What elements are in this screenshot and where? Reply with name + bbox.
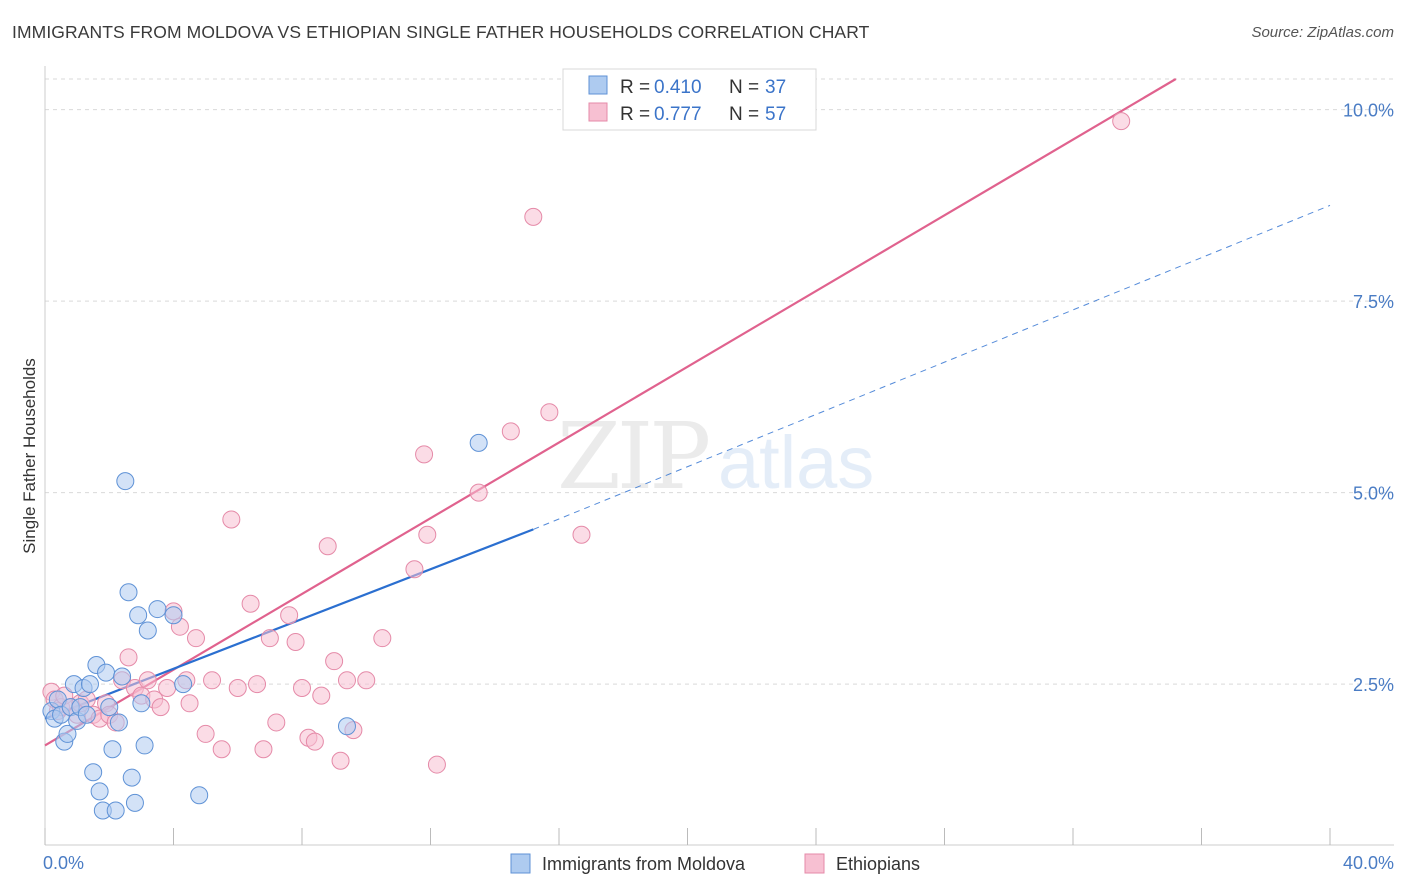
- point-ethiopians: [312, 686, 331, 705]
- point-ethiopians: [325, 652, 344, 671]
- point-moldova: [164, 606, 183, 625]
- point-ethiopians: [572, 525, 591, 544]
- point-ethiopians: [418, 525, 437, 544]
- watermark: ZIP atlas: [557, 403, 874, 510]
- legend-r-value-ethiopians: 0.777: [654, 104, 702, 125]
- point-moldova: [129, 606, 148, 625]
- y-axis-label: Single Father Households: [20, 358, 39, 554]
- bottom-legend-swatch-moldova: [510, 853, 531, 874]
- point-moldova: [174, 675, 193, 694]
- point-moldova: [116, 472, 135, 491]
- point-ethiopians: [373, 629, 392, 648]
- point-ethiopians: [318, 537, 337, 556]
- point-moldova: [190, 786, 209, 805]
- point-moldova: [58, 724, 77, 743]
- point-moldova: [77, 705, 96, 724]
- bottom-legend-swatch-ethiopians: [804, 853, 825, 874]
- point-moldova: [469, 433, 488, 452]
- point-ethiopians: [280, 606, 299, 625]
- point-moldova: [122, 768, 141, 787]
- point-ethiopians: [1112, 112, 1131, 131]
- point-ethiopians: [337, 671, 356, 690]
- axes: [44, 66, 1394, 846]
- bottom-legend-label-ethiopians: Ethiopians: [836, 854, 920, 874]
- point-moldova: [109, 713, 128, 732]
- y-tick-label: 7.5%: [1353, 292, 1394, 312]
- point-ethiopians: [469, 483, 488, 502]
- y-tick-label: 2.5%: [1353, 675, 1394, 695]
- point-moldova: [138, 621, 157, 640]
- point-ethiopians: [427, 755, 446, 774]
- series-legend: Immigrants from Moldova Ethiopians: [510, 853, 920, 874]
- legend-r-label-moldova: R =: [620, 77, 650, 98]
- point-ethiopians: [405, 560, 424, 579]
- x-tick-min: 0.0%: [43, 853, 84, 873]
- point-ethiopians: [158, 678, 177, 697]
- stats-legend: R = 0.410 N = 37 R = 0.777 N = 57: [562, 68, 817, 131]
- point-ethiopians: [203, 671, 222, 690]
- point-ethiopians: [540, 403, 559, 422]
- point-ethiopians: [138, 671, 157, 690]
- point-moldova: [100, 698, 119, 717]
- legend-swatch-ethiopians: [588, 102, 608, 122]
- point-ethiopians: [119, 648, 138, 667]
- point-ethiopians: [293, 678, 311, 697]
- legend-r-label-ethiopians: R =: [620, 104, 650, 125]
- point-ethiopians: [524, 207, 543, 226]
- legend-swatch-moldova: [588, 75, 608, 95]
- point-moldova: [135, 736, 154, 755]
- point-moldova: [148, 600, 167, 619]
- chart-title: IMMIGRANTS FROM MOLDOVA VS ETHIOPIAN SIN…: [12, 22, 870, 42]
- point-moldova: [103, 740, 122, 759]
- legend-n-label-ethiopians: N =: [729, 104, 759, 125]
- bottom-legend-label-moldova: Immigrants from Moldova: [542, 854, 746, 874]
- point-moldova: [84, 763, 103, 782]
- point-ethiopians: [331, 751, 350, 770]
- y-tick-label: 10.0%: [1343, 101, 1394, 121]
- point-moldova: [90, 782, 109, 801]
- point-ethiopians: [254, 740, 273, 759]
- point-ethiopians: [212, 740, 231, 759]
- x-tick-max: 40.0%: [1343, 853, 1394, 873]
- point-moldova: [80, 675, 99, 694]
- legend-n-value-moldova: 37: [765, 77, 786, 98]
- grid-lines: [45, 78, 1394, 685]
- point-ethiopians: [248, 675, 267, 694]
- point-ethiopians: [186, 629, 205, 648]
- point-ethiopians: [357, 671, 376, 690]
- point-moldova: [125, 793, 144, 812]
- point-ethiopians: [241, 594, 260, 613]
- point-ethiopians: [267, 713, 286, 732]
- y-tick-label: 5.0%: [1353, 484, 1394, 504]
- point-moldova: [119, 583, 138, 602]
- point-ethiopians: [222, 510, 241, 529]
- point-ethiopians: [260, 629, 279, 648]
- point-ethiopians: [501, 422, 520, 441]
- point-moldova: [113, 667, 132, 686]
- point-ethiopians: [151, 698, 170, 717]
- legend-n-label-moldova: N =: [729, 77, 759, 98]
- legend-n-value-ethiopians: 57: [765, 104, 786, 125]
- point-ethiopians: [286, 633, 305, 652]
- point-ethiopians: [196, 724, 215, 743]
- point-ethiopians: [415, 445, 434, 464]
- y-tick-labels: 2.5% 5.0% 7.5% 10.0%: [1343, 101, 1394, 696]
- watermark-zip: ZIP: [557, 403, 708, 510]
- point-moldova: [132, 694, 151, 713]
- trend-line-ethiopians: [44, 78, 1177, 747]
- legend-r-value-moldova: 0.410: [654, 77, 702, 98]
- point-ethiopians: [228, 678, 247, 697]
- watermark-atlas: atlas: [718, 421, 874, 504]
- point-moldova: [106, 801, 125, 820]
- point-ethiopians: [305, 732, 324, 751]
- point-moldova: [97, 663, 116, 682]
- trend-line-moldova-projection: [533, 204, 1331, 530]
- point-moldova: [337, 717, 356, 736]
- source-label: Source: ZipAtlas.com: [1251, 24, 1394, 41]
- scatter-points: [42, 112, 1131, 820]
- point-ethiopians: [180, 694, 199, 713]
